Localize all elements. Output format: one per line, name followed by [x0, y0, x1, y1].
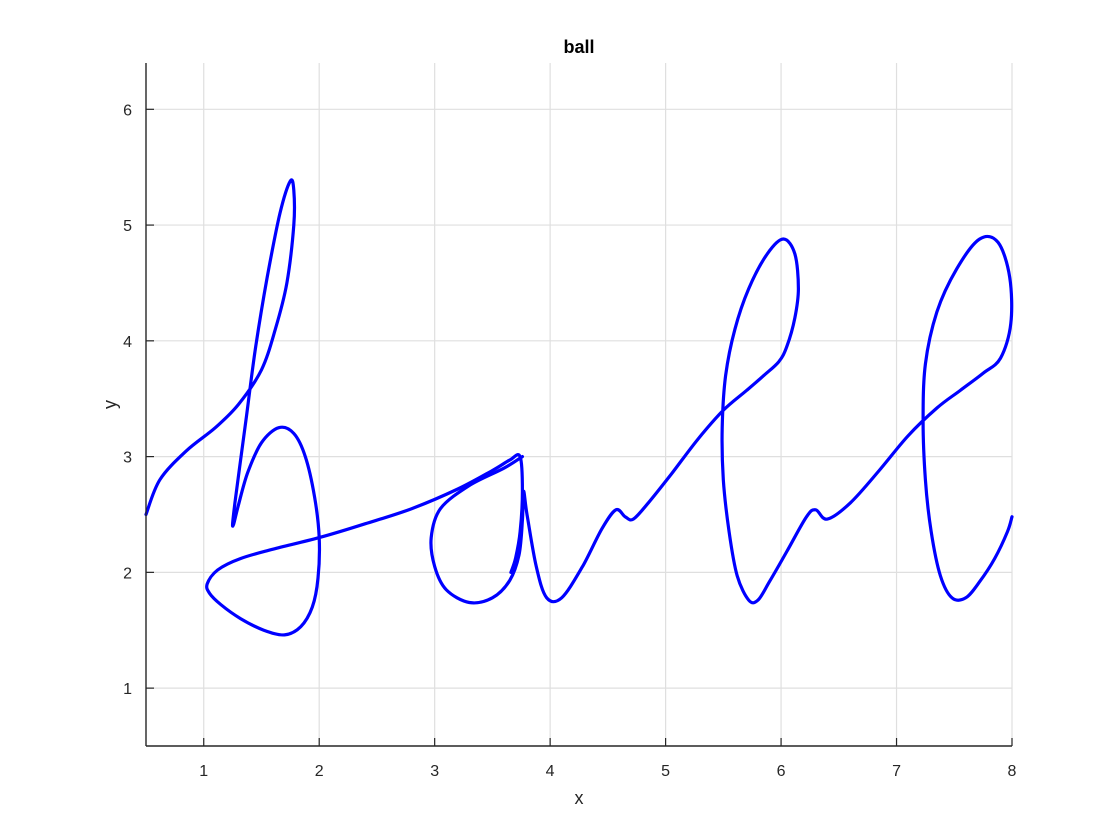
y-tick-label: 3	[123, 450, 132, 467]
x-tick-label: 7	[892, 763, 901, 780]
series-group	[144, 178, 1014, 637]
x-tick-label: 2	[315, 763, 324, 780]
x-tick-label: 5	[661, 763, 670, 780]
x-tick-label: 6	[777, 763, 786, 780]
axes	[145, 63, 1012, 747]
y-tick-label: 5	[123, 218, 132, 235]
y-axis-label: y	[100, 400, 120, 409]
y-tick-label: 4	[123, 334, 132, 351]
x-tick-label: 4	[546, 763, 555, 780]
y-tick-label: 1	[123, 681, 132, 698]
x-tick-label: 8	[1008, 763, 1017, 780]
y-ticks: 1 2 3 4 5 6	[123, 102, 154, 698]
x-axis-label: x	[575, 788, 584, 808]
x-ticks: 1 2 3 4 5 6 7 8	[199, 738, 1017, 780]
x-tick-label: 1	[199, 763, 208, 780]
grid	[146, 63, 1013, 746]
y-tick-label: 6	[123, 102, 132, 119]
x-tick-label: 3	[430, 763, 439, 780]
chart-title: ball	[563, 37, 594, 57]
y-tick-label: 2	[123, 565, 132, 582]
series-line-2	[429, 234, 1014, 605]
series-line-1	[144, 178, 524, 637]
